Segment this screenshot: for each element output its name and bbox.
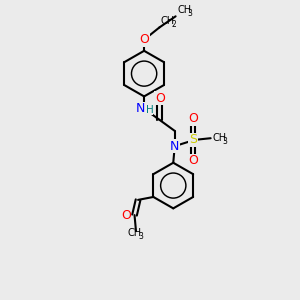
- Text: O: O: [188, 154, 198, 167]
- Text: O: O: [139, 33, 149, 46]
- Text: 3: 3: [188, 9, 192, 18]
- Text: CH: CH: [212, 133, 226, 143]
- Text: 3: 3: [222, 137, 227, 146]
- Text: CH: CH: [128, 228, 142, 238]
- Text: O: O: [121, 208, 130, 222]
- Text: O: O: [188, 112, 198, 125]
- Text: 2: 2: [171, 20, 176, 29]
- Text: H: H: [146, 105, 153, 115]
- Text: N: N: [136, 102, 145, 115]
- Text: 3: 3: [138, 232, 143, 241]
- Text: CH: CH: [161, 16, 175, 26]
- Text: S: S: [189, 133, 197, 146]
- Text: CH: CH: [177, 5, 191, 15]
- Text: N: N: [170, 140, 179, 153]
- Text: O: O: [155, 92, 165, 105]
